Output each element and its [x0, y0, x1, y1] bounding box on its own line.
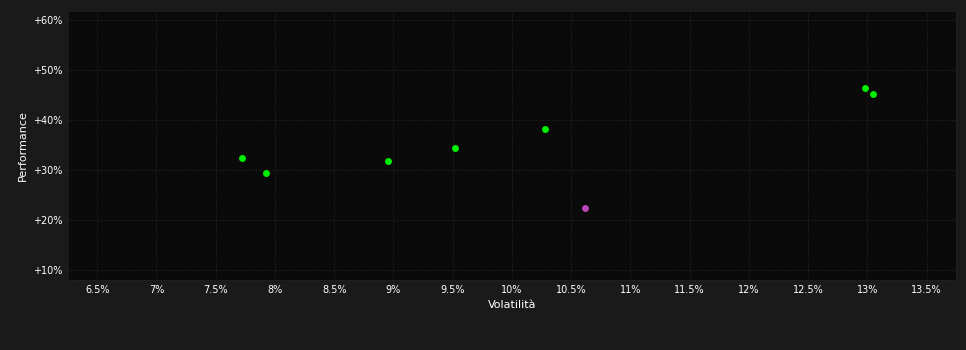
Point	[537, 126, 553, 132]
Y-axis label: Performance: Performance	[17, 110, 28, 181]
Point	[447, 145, 463, 150]
Point	[380, 159, 395, 164]
Point	[234, 155, 249, 161]
Point	[866, 92, 881, 97]
Point	[578, 205, 593, 210]
Point	[858, 85, 873, 91]
Point	[258, 170, 273, 175]
X-axis label: Volatilità: Volatilità	[488, 300, 536, 310]
